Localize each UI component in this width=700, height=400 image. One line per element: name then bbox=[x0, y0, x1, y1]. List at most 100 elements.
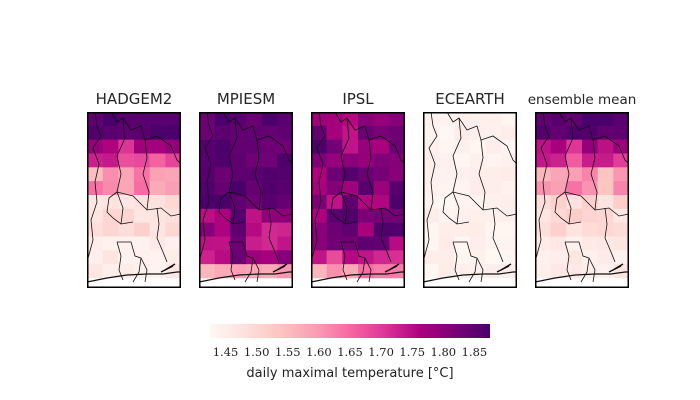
grid-cell bbox=[102, 222, 119, 237]
grid-cell bbox=[134, 139, 150, 154]
grid-cell bbox=[423, 181, 439, 196]
grid-cell bbox=[485, 125, 502, 140]
grid-cell bbox=[550, 153, 567, 168]
country-border bbox=[558, 112, 629, 165]
grid-cell bbox=[134, 167, 150, 182]
grid-cell bbox=[134, 153, 150, 168]
grid-cell bbox=[214, 264, 231, 279]
grid-cell bbox=[199, 195, 215, 210]
grid-cell bbox=[582, 195, 598, 210]
country-border bbox=[446, 112, 517, 165]
grid-cell bbox=[613, 250, 629, 265]
grid-cell bbox=[566, 181, 583, 196]
grid-cell bbox=[311, 208, 327, 223]
grid-cell bbox=[389, 195, 405, 210]
grid-cell bbox=[423, 236, 439, 251]
grid-cell bbox=[87, 181, 103, 196]
grid-cell bbox=[373, 195, 390, 210]
grid-cell bbox=[454, 236, 471, 251]
grid-cell bbox=[199, 153, 215, 168]
lagoon-mark bbox=[272, 263, 288, 273]
grid-cell bbox=[214, 222, 231, 237]
grid-cell bbox=[199, 112, 215, 127]
grid-cell bbox=[246, 250, 262, 265]
grid-cell bbox=[342, 125, 359, 140]
map-frame bbox=[87, 112, 181, 288]
grid-cell bbox=[485, 195, 502, 210]
grid-cell bbox=[501, 139, 517, 154]
grid-cell bbox=[199, 181, 215, 196]
grid-cell bbox=[582, 181, 598, 196]
grid-cell bbox=[358, 153, 374, 168]
grid-cell bbox=[118, 236, 135, 251]
country-border bbox=[340, 117, 350, 225]
grid-cell bbox=[389, 139, 405, 154]
map-svg bbox=[423, 112, 517, 288]
grid-cell bbox=[358, 112, 374, 127]
grid-cell bbox=[501, 250, 517, 265]
grid-cell bbox=[454, 125, 471, 140]
grid-cell bbox=[438, 139, 455, 154]
grid-cell bbox=[230, 236, 247, 251]
country-border bbox=[590, 139, 598, 211]
grid-cell bbox=[470, 125, 486, 140]
grid-cell bbox=[214, 236, 231, 251]
grid-cell bbox=[438, 264, 455, 279]
grid-cell bbox=[149, 250, 166, 265]
grid-cell bbox=[165, 236, 181, 251]
panel-title-ipsl: IPSL bbox=[342, 90, 374, 108]
grid-cell bbox=[389, 222, 405, 237]
grid-cell bbox=[582, 222, 598, 237]
grid-cell bbox=[470, 139, 486, 154]
grid-cell bbox=[102, 236, 119, 251]
grid-cell bbox=[566, 208, 583, 223]
grid-cell bbox=[597, 167, 614, 182]
grid-cell bbox=[311, 195, 327, 210]
colorbar-ticks: 1.45 1.50 1.55 1.60 1.65 1.70 1.75 1.80 1.85 bbox=[210, 345, 490, 359]
grid-cell bbox=[87, 250, 103, 265]
grid-cell bbox=[582, 112, 598, 127]
country-border bbox=[565, 241, 590, 283]
grid-cell bbox=[87, 208, 103, 223]
country-border bbox=[492, 207, 504, 263]
grid-cell bbox=[230, 125, 247, 140]
grid-cell bbox=[246, 112, 262, 127]
grid-cell bbox=[311, 139, 327, 154]
map-ensemble-mean bbox=[535, 112, 629, 288]
grid-cell bbox=[261, 264, 278, 279]
grid-cell bbox=[454, 208, 471, 223]
grid-cell bbox=[102, 264, 119, 279]
grid-cell bbox=[470, 181, 486, 196]
grid-cell bbox=[311, 153, 327, 168]
grid-cell bbox=[246, 153, 262, 168]
grid-cell bbox=[261, 139, 278, 154]
grid-cell bbox=[214, 112, 231, 127]
grid-cell bbox=[597, 153, 614, 168]
grid-cell bbox=[389, 181, 405, 196]
grid-cell bbox=[535, 222, 551, 237]
country-border bbox=[364, 257, 372, 283]
country-border bbox=[142, 139, 150, 211]
grid-cell bbox=[501, 167, 517, 182]
grid-cell bbox=[342, 222, 359, 237]
grid-cell bbox=[389, 264, 405, 279]
grid-cell bbox=[438, 195, 455, 210]
grid-cell bbox=[470, 167, 486, 182]
country-border bbox=[564, 191, 629, 217]
grid-cell bbox=[373, 236, 390, 251]
grid-cell bbox=[342, 250, 359, 265]
grid-cell bbox=[550, 112, 567, 127]
grid-cell bbox=[199, 236, 215, 251]
grid-cell bbox=[277, 112, 293, 127]
country-border bbox=[229, 241, 254, 283]
grid-cell bbox=[566, 236, 583, 251]
grid-cell bbox=[501, 125, 517, 140]
grid-cell bbox=[358, 181, 374, 196]
grid-cell bbox=[230, 222, 247, 237]
grid-cell bbox=[454, 167, 471, 182]
grid-cell bbox=[535, 139, 551, 154]
country-border bbox=[228, 117, 238, 225]
grid-cell bbox=[550, 167, 567, 182]
map-svg bbox=[87, 112, 181, 288]
country-border bbox=[228, 191, 293, 217]
